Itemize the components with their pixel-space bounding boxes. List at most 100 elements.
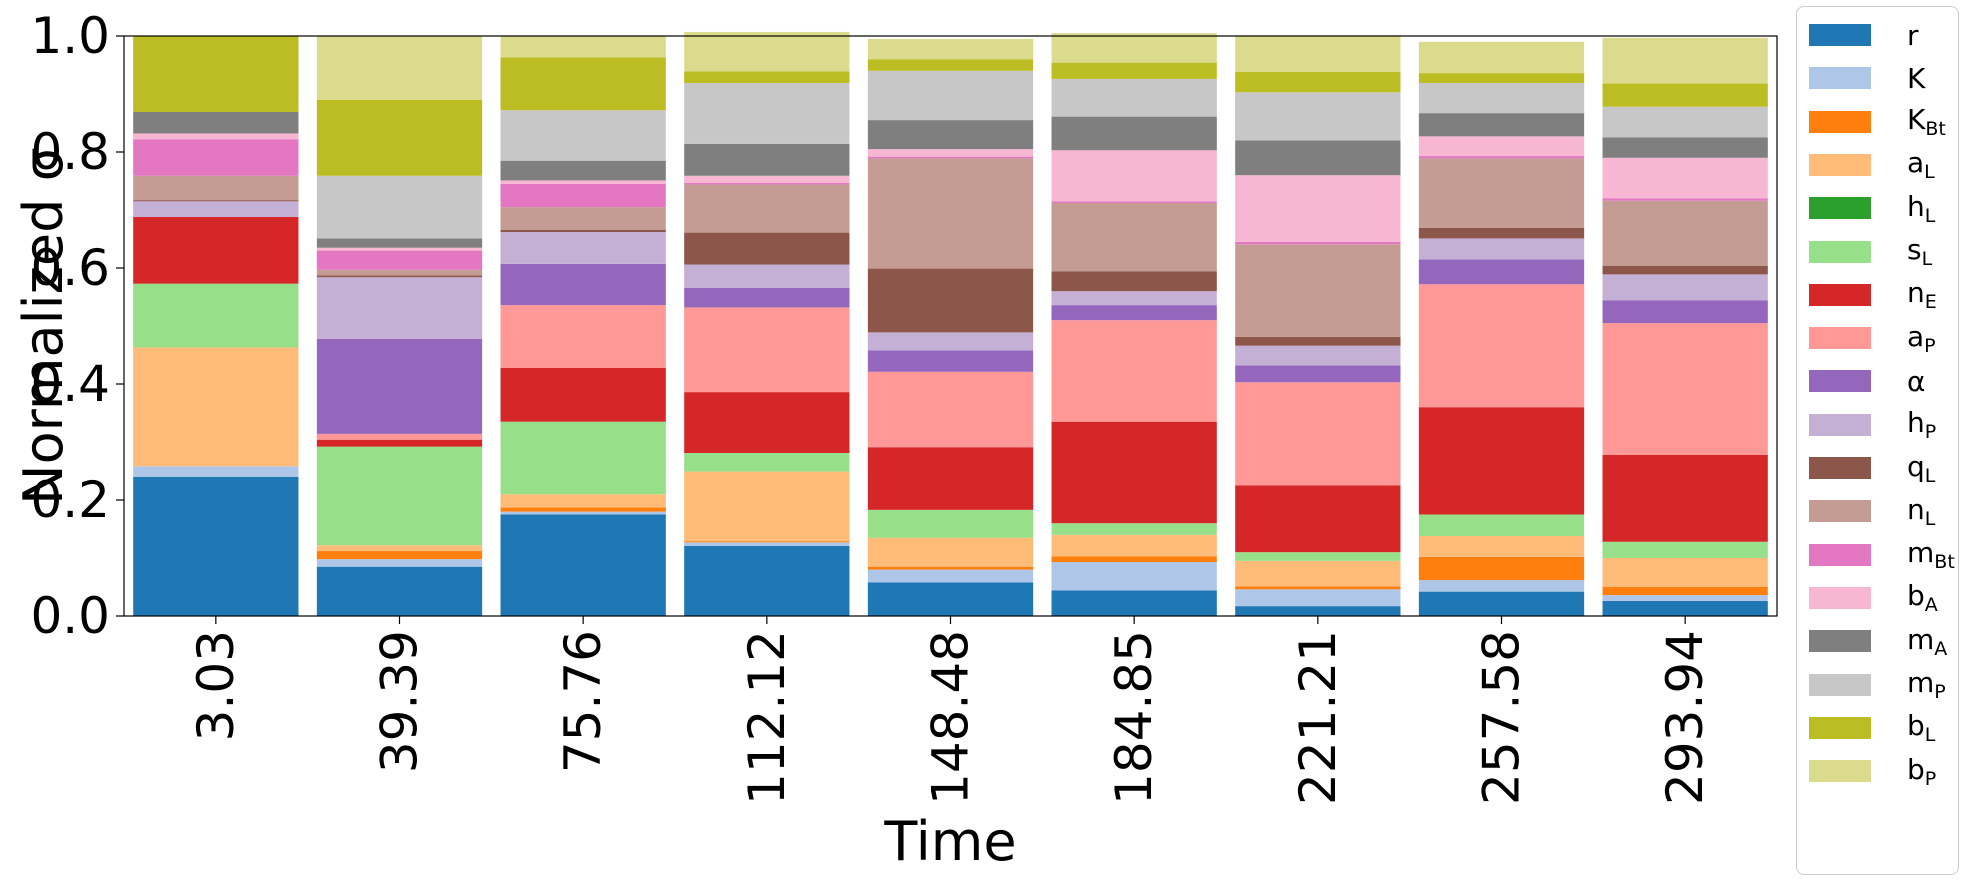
bar-segment [684,542,850,546]
bar-segment [867,566,1034,570]
bar-segment [867,371,1034,448]
legend-label: bA [1907,579,1938,617]
bar-segment [1602,300,1768,324]
bar-segment [500,305,666,368]
bar-segment [867,120,1034,150]
bar-segment [1051,62,1217,79]
bar-segment [684,82,850,144]
bar-segment [316,439,483,447]
legend-item: hP [1809,405,1936,445]
legend-swatch [1809,370,1871,393]
bar-segment [133,476,299,616]
bar-segment [1051,320,1217,422]
bar-segment [500,57,666,111]
bar-stack [1051,33,1217,616]
bar-segment [1418,284,1585,408]
bar-segment [1051,590,1217,616]
bar-stack [1235,35,1401,616]
bar-segment [1602,454,1768,542]
legend-swatch [1809,673,1871,696]
bar-segment [500,183,666,208]
bar-segment [316,275,483,278]
legend-item: r [1809,15,1919,55]
legend-label: mP [1907,666,1946,703]
bar-segment [500,511,666,515]
bar-segment [133,283,299,348]
bar-segment [500,36,666,58]
legend-swatch [1809,586,1871,609]
legend-swatch [1809,716,1871,739]
legend-item: bP [1809,751,1936,791]
bar-segment [867,38,1034,60]
bar-segment [1051,116,1217,151]
legend-label: nL [1907,492,1936,530]
bar-segment [1235,382,1401,486]
bar-segment [867,332,1034,351]
bar-segment [1051,305,1217,321]
bar-stack [1418,41,1585,616]
bar-segment [867,350,1034,372]
legend-label: nE [1907,276,1937,314]
bar-segment [867,569,1034,583]
bar-segment [1602,587,1768,596]
bar-segment [500,421,666,495]
bar-segment [867,509,1034,538]
bar-segment [1051,534,1217,557]
bar-stack [1602,37,1768,616]
legend-label: hP [1907,406,1937,444]
legend-item: nL [1809,491,1935,531]
legend-item: aP [1809,318,1936,358]
bar-segment [1602,600,1768,616]
legend-label: α [1907,364,1926,398]
bar-segment [1235,71,1401,93]
bar-segment [500,507,666,512]
bar-segment [684,232,850,265]
bar-segment [867,582,1034,616]
bar-segment [1235,244,1401,338]
legend-label: aL [1907,146,1935,184]
bar-segment [684,31,850,72]
y-axis: 0.0 0.2 0.4 0.6 0.8 1.0 [30,7,124,645]
bar-segment [1235,586,1401,590]
bar-segment [1602,558,1768,587]
bar-segment [500,110,666,161]
bar-segment [500,160,666,181]
legend-item: α [1809,361,1925,401]
bar-segment [316,247,483,251]
bar-segment [1235,589,1401,607]
y-tick-label: 1.0 [30,7,110,65]
bar-segment [867,156,1034,159]
bar-stack [500,36,666,616]
bar-segment [316,277,483,339]
x-tick-label: 75.76 [554,630,612,773]
bar-segment [867,537,1034,567]
bar-segment [1051,203,1217,272]
y-tick-label: 0.0 [30,587,110,645]
bar-segment [1235,345,1401,366]
bar-segment [1235,337,1401,346]
bar-segment [867,158,1034,269]
bar-segment [1235,241,1401,245]
legend-swatch [1809,630,1871,653]
bar-segment [684,541,850,543]
bar-segment [1418,580,1585,592]
y-tick-label: 0.4 [30,355,110,413]
y-tick-label: 0.2 [30,471,110,529]
bar-segment [1602,265,1768,275]
legend-label: KBt [1907,103,1946,141]
bar-segment [316,238,483,248]
bar-segment [316,250,483,270]
bar-segment [133,36,299,112]
bar-stack [133,36,299,616]
bar-segment [500,367,666,422]
bar-segment [133,175,299,201]
bar-segment [684,307,850,393]
bar-segment [1602,83,1768,107]
legend-swatch [1809,283,1871,306]
bar-stack [316,36,483,616]
legend: r K KBt aL hL sL nE aP α hP qL nL mBt bA mA mP bL bP [1796,6,1959,875]
bar-segment [133,111,299,134]
bar-segment [867,70,1034,121]
legend-item: nE [1809,275,1937,315]
